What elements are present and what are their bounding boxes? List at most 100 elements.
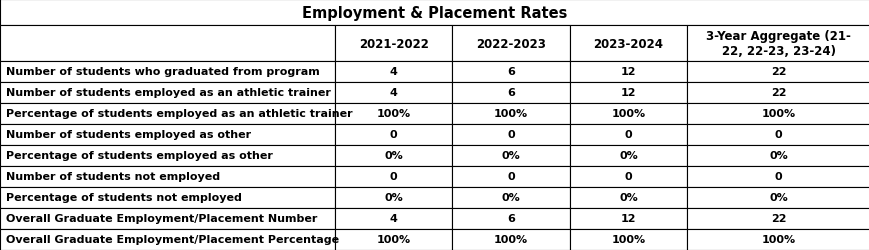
Bar [569, 229, 687, 250]
Text: Percentage of students employed as other: Percentage of students employed as other [6, 151, 273, 161]
Bar [569, 62, 687, 82]
Text: 100%: 100% [494, 109, 527, 119]
Text: 0: 0 [774, 172, 781, 182]
Text: 22: 22 [770, 67, 786, 77]
Text: 0: 0 [389, 130, 397, 140]
Bar [335, 145, 452, 166]
Text: 12: 12 [620, 88, 635, 98]
Text: Number of students who graduated from program: Number of students who graduated from pr… [6, 67, 320, 77]
Bar [687, 166, 869, 187]
Text: 100%: 100% [611, 109, 645, 119]
Text: Number of students employed as other: Number of students employed as other [6, 130, 251, 140]
Bar [0, 62, 335, 82]
Text: 2022-2023: 2022-2023 [475, 37, 546, 50]
Text: 3-Year Aggregate (21-
22, 22-23, 23-24): 3-Year Aggregate (21- 22, 22-23, 23-24) [706, 30, 850, 58]
Bar [0, 145, 335, 166]
Bar [335, 103, 452, 124]
Text: Percentage of students not employed: Percentage of students not employed [6, 193, 242, 202]
Bar [452, 166, 569, 187]
Bar [0, 166, 335, 187]
Bar [687, 62, 869, 82]
Bar [569, 26, 687, 62]
Bar [687, 187, 869, 208]
Bar [452, 124, 569, 145]
Bar [335, 187, 452, 208]
Bar [452, 103, 569, 124]
Bar [569, 208, 687, 229]
Bar [569, 166, 687, 187]
Bar [335, 229, 452, 250]
Text: 0%: 0% [501, 151, 520, 161]
Bar [687, 145, 869, 166]
Text: 0%: 0% [384, 193, 402, 202]
Bar [569, 124, 687, 145]
Text: Percentage of students employed as an athletic trainer: Percentage of students employed as an at… [6, 109, 352, 119]
Text: 0%: 0% [384, 151, 402, 161]
Bar [452, 62, 569, 82]
Text: 22: 22 [770, 214, 786, 224]
Bar [335, 166, 452, 187]
Text: 4: 4 [389, 67, 397, 77]
Bar [0, 187, 335, 208]
Bar [0, 208, 335, 229]
Text: 0: 0 [507, 130, 514, 140]
Bar [687, 229, 869, 250]
Text: 100%: 100% [760, 109, 795, 119]
Bar [687, 26, 869, 62]
Text: 0: 0 [389, 172, 397, 182]
Text: 6: 6 [507, 67, 514, 77]
Text: Number of students not employed: Number of students not employed [6, 172, 220, 182]
Bar [569, 82, 687, 103]
Bar [0, 26, 335, 62]
Bar [687, 124, 869, 145]
Text: 4: 4 [389, 214, 397, 224]
Text: 22: 22 [770, 88, 786, 98]
Text: 100%: 100% [376, 109, 410, 119]
Text: 0%: 0% [768, 151, 787, 161]
Bar [452, 82, 569, 103]
Bar [0, 124, 335, 145]
Bar [0, 103, 335, 124]
Bar [452, 229, 569, 250]
Text: 4: 4 [389, 88, 397, 98]
Bar [569, 187, 687, 208]
Text: 0: 0 [624, 172, 632, 182]
Text: 0: 0 [774, 130, 781, 140]
Text: 12: 12 [620, 67, 635, 77]
Text: 100%: 100% [376, 234, 410, 244]
Text: 100%: 100% [494, 234, 527, 244]
Text: Number of students employed as an athletic trainer: Number of students employed as an athlet… [6, 88, 330, 98]
Bar [569, 103, 687, 124]
Text: 100%: 100% [760, 234, 795, 244]
Bar [452, 187, 569, 208]
Text: Overall Graduate Employment/Placement Number: Overall Graduate Employment/Placement Nu… [6, 214, 317, 224]
Bar [335, 62, 452, 82]
Bar [452, 26, 569, 62]
Bar [0, 0, 869, 26]
Text: 6: 6 [507, 214, 514, 224]
Text: 12: 12 [620, 214, 635, 224]
Text: 0%: 0% [501, 193, 520, 202]
Text: 0%: 0% [619, 193, 637, 202]
Text: 100%: 100% [611, 234, 645, 244]
Text: Employment & Placement Rates: Employment & Placement Rates [302, 6, 567, 20]
Bar [569, 145, 687, 166]
Text: 0: 0 [624, 130, 632, 140]
Text: 0: 0 [507, 172, 514, 182]
Bar [687, 208, 869, 229]
Bar [0, 82, 335, 103]
Bar [687, 82, 869, 103]
Bar [335, 82, 452, 103]
Bar [452, 208, 569, 229]
Bar [335, 26, 452, 62]
Text: 2021-2022: 2021-2022 [358, 37, 428, 50]
Bar [452, 145, 569, 166]
Text: 0%: 0% [768, 193, 787, 202]
Bar [335, 208, 452, 229]
Text: 2023-2024: 2023-2024 [593, 37, 663, 50]
Bar [335, 124, 452, 145]
Bar [687, 103, 869, 124]
Bar [0, 229, 335, 250]
Text: Overall Graduate Employment/Placement Percentage: Overall Graduate Employment/Placement Pe… [6, 234, 339, 244]
Text: 0%: 0% [619, 151, 637, 161]
